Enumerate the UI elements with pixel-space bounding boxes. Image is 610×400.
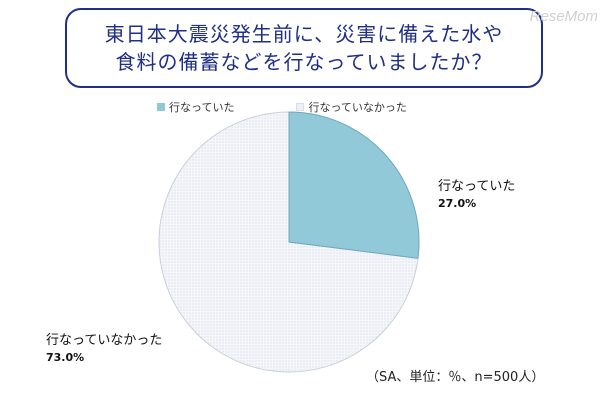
title-line-1: 東日本大震災発生前に、災害に備えた水や	[104, 22, 504, 46]
legend-label-yes: 行なっていた	[169, 101, 235, 114]
legend-swatch-no	[296, 103, 305, 111]
legend-label-no: 行なっていなかった	[308, 101, 407, 114]
chart-legend: 行なっていた 行なっていなかった	[157, 99, 407, 115]
sample-note: （SA、単位：％、n=500人）	[366, 370, 545, 385]
slice-label-no-name: 行なっていなかった	[46, 333, 163, 348]
slice-label-yes-name: 行なっていた	[438, 179, 516, 194]
legend-item-no: 行なっていなかった	[296, 99, 407, 115]
watermark-logo: ReseMom	[529, 8, 598, 25]
legend-item-yes: 行なっていた	[157, 99, 234, 115]
pie-slice-yes	[288, 111, 420, 259]
legend-swatch-yes	[157, 103, 165, 111]
title-line-2: 食料の備蓄などを行なっていましたか？	[115, 50, 493, 74]
chart-title-box: 東日本大震災発生前に、災害に備えた水や 食料の備蓄などを行なっていましたか？	[65, 8, 543, 88]
slice-label-yes-value: 27.0%	[438, 197, 477, 210]
slice-label-no-value: 73.0%	[46, 351, 85, 364]
slice-label-yes: 行なっていた 27.0%	[438, 178, 515, 212]
slice-label-no: 行なっていなかった 73.0%	[46, 332, 162, 366]
